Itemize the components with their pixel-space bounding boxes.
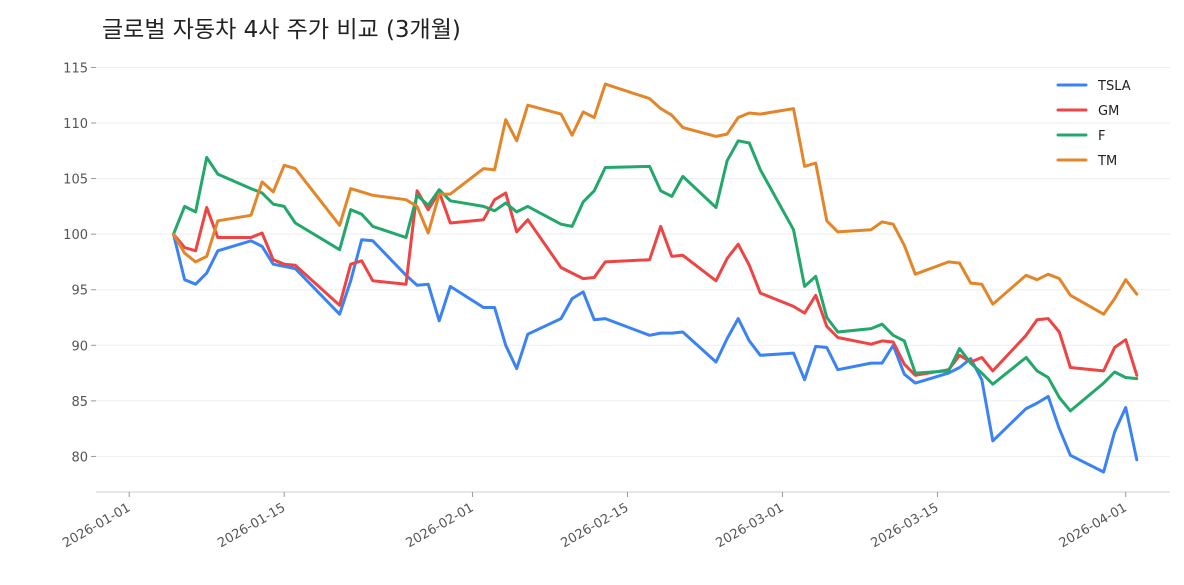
x-tick-label: 2026-02-15 (559, 500, 632, 551)
x-axis: 2026-01-01 2026-01-15 2026-02-01 2026-02-15… (60, 492, 1130, 551)
x-tick-label: 2026-03-15 (869, 500, 942, 551)
chart-title: 글로벌 자동차 4사 주가 비교 (3개월) (102, 17, 461, 43)
y-tick-label: 80 (71, 450, 88, 465)
y-tick-label: 105 (63, 173, 88, 188)
y-tick-label: 90 (71, 339, 88, 354)
legend-label: F (1098, 129, 1105, 144)
legend[interactable]: TSLA GM F TM (1056, 79, 1131, 169)
series-line-tsla (172, 232, 1139, 474)
x-tick-label: 2026-04-01 (1057, 500, 1130, 551)
series-line-gm (172, 189, 1139, 377)
x-tick-label: 2026-01-15 (215, 500, 288, 551)
legend-label: TM (1097, 154, 1117, 169)
legend-item-tm[interactable]: TM (1056, 154, 1117, 169)
x-tick-label: 2026-03-01 (714, 500, 787, 551)
y-tick-label: 95 (71, 284, 88, 299)
series-lines (172, 82, 1139, 474)
y-tick-label: 85 (71, 395, 88, 410)
series-line-tm (172, 82, 1139, 316)
legend-item-f[interactable]: F (1056, 129, 1105, 144)
series-line-f (172, 139, 1139, 413)
x-tick-label: 2026-02-01 (404, 500, 477, 551)
grid (96, 66, 1170, 457)
x-tick-label: 2026-01-01 (60, 500, 133, 551)
legend-item-gm[interactable]: GM (1056, 104, 1119, 119)
legend-label: TSLA (1097, 79, 1131, 94)
y-tick-label: 115 (63, 61, 88, 76)
legend-label: GM (1098, 104, 1119, 119)
y-tick-label: 100 (63, 228, 88, 243)
legend-item-tsla[interactable]: TSLA (1056, 79, 1131, 94)
y-axis: 80 85 90 95 100 105 110 115 (63, 61, 96, 465)
y-tick-label: 110 (63, 117, 88, 132)
